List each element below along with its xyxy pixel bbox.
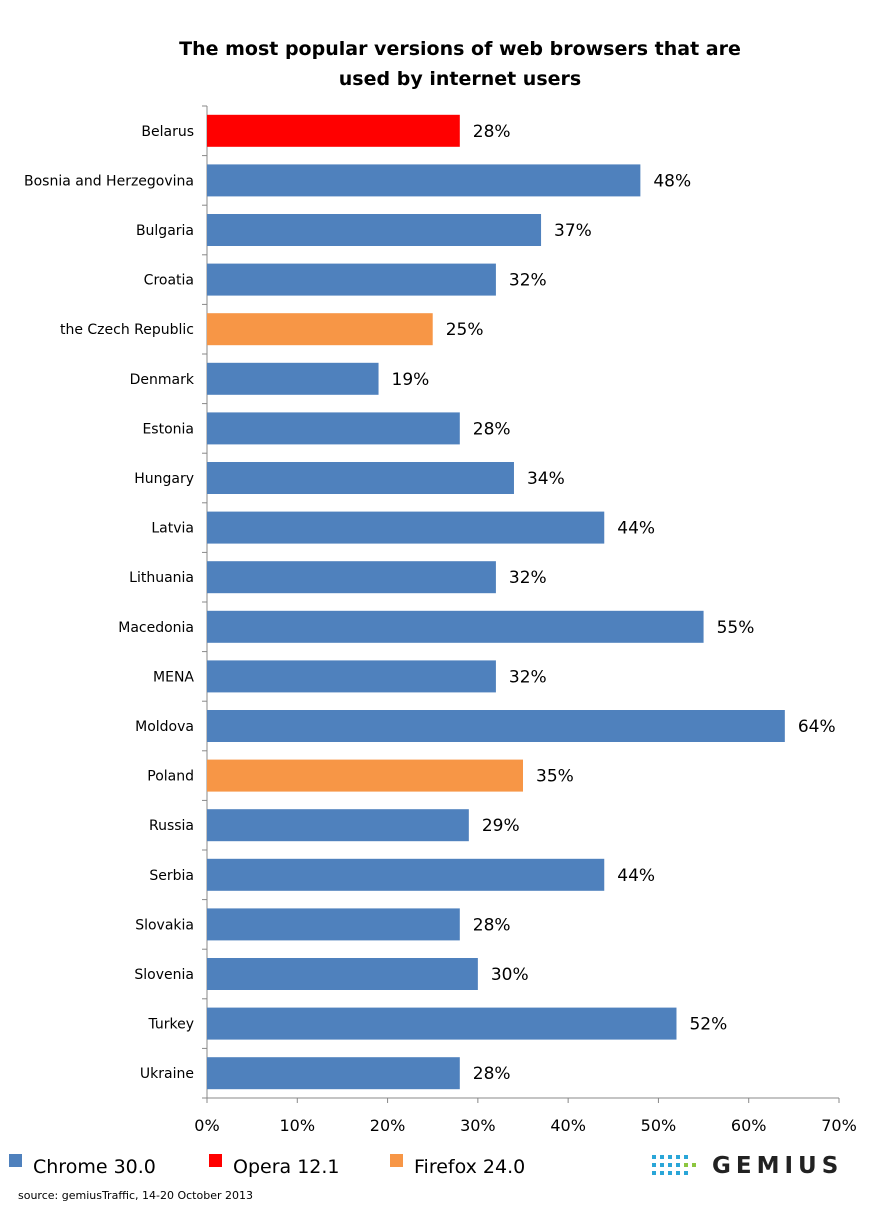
category-label: Serbia bbox=[149, 868, 194, 884]
data-label: 32% bbox=[509, 271, 547, 291]
chart-title-line-1: The most popular versions of web browser… bbox=[179, 38, 741, 60]
category-label: Poland bbox=[147, 769, 194, 785]
bar-macedonia bbox=[207, 610, 704, 643]
x-tick-label: 10% bbox=[280, 1116, 316, 1135]
category-label: Estonia bbox=[142, 421, 194, 437]
gemius-logo-text: GEMIUS bbox=[712, 1153, 844, 1179]
gemius-logo-dots-icon bbox=[652, 1155, 696, 1175]
bar-latvia bbox=[207, 511, 605, 544]
data-label: 48% bbox=[653, 171, 691, 191]
bar-croatia bbox=[207, 263, 496, 296]
bar-estonia bbox=[207, 412, 460, 445]
x-tick-label: 70% bbox=[821, 1116, 857, 1135]
bar-hungary bbox=[207, 462, 514, 494]
bar-moldova bbox=[207, 710, 785, 742]
bar-turkey bbox=[207, 1007, 677, 1040]
bar-slovenia bbox=[207, 958, 478, 990]
x-tick-label: 50% bbox=[641, 1116, 677, 1135]
category-label: Moldova bbox=[135, 719, 194, 735]
data-label: 37% bbox=[554, 221, 592, 241]
category-label: Russia bbox=[149, 818, 194, 834]
legend-swatch-opera bbox=[209, 1154, 222, 1167]
data-label: 44% bbox=[617, 519, 655, 539]
data-label: 35% bbox=[536, 767, 574, 787]
legend-label-firefox: Firefox 24.0 bbox=[414, 1156, 526, 1178]
legend-label-chrome: Chrome 30.0 bbox=[33, 1156, 156, 1178]
data-label: 28% bbox=[473, 1064, 511, 1084]
bar-poland bbox=[207, 759, 523, 792]
bar-bulgaria bbox=[207, 214, 542, 246]
x-tick-label: 60% bbox=[731, 1116, 767, 1135]
x-tick-label: 20% bbox=[370, 1116, 406, 1135]
category-label: Macedonia bbox=[118, 620, 194, 636]
bar-the-czech-republic bbox=[207, 313, 433, 346]
x-tick-label: 0% bbox=[194, 1116, 219, 1135]
category-label: Latvia bbox=[151, 521, 194, 537]
category-label: Turkey bbox=[147, 1017, 194, 1033]
bar-serbia bbox=[207, 858, 605, 891]
bar-bosnia-and-herzegovina bbox=[207, 164, 641, 197]
category-label: Bosnia and Herzegovina bbox=[24, 173, 194, 189]
bar-ukraine bbox=[207, 1057, 460, 1090]
data-label: 28% bbox=[473, 419, 511, 439]
bar-mena bbox=[207, 660, 496, 693]
data-label: 32% bbox=[509, 568, 547, 588]
data-label: 19% bbox=[392, 370, 430, 390]
category-label: Denmark bbox=[130, 372, 195, 388]
bar-chart: 0% 10% 20% 30% 40% 50% 60% 70% Belarus 28% Bosnia … bbox=[24, 105, 857, 1135]
x-tick-label: 30% bbox=[460, 1116, 496, 1135]
data-label: 34% bbox=[527, 469, 565, 489]
data-label: 28% bbox=[473, 122, 511, 142]
category-label: Croatia bbox=[144, 273, 194, 289]
chart-title: The most popular versions of web browser… bbox=[160, 34, 760, 94]
source-note: source: gemiusTraffic, 14-20 October 201… bbox=[18, 1189, 253, 1202]
category-label: Lithuania bbox=[129, 570, 194, 586]
data-label: 32% bbox=[509, 667, 547, 687]
bar-slovakia bbox=[207, 908, 460, 941]
data-label: 44% bbox=[617, 866, 655, 886]
data-label: 28% bbox=[473, 915, 511, 935]
category-label: Bulgaria bbox=[136, 223, 194, 239]
chart-title-line-2: used by internet users bbox=[338, 68, 582, 90]
category-label: Slovakia bbox=[135, 917, 194, 933]
data-label: 55% bbox=[717, 618, 755, 638]
category-label: the Czech Republic bbox=[60, 322, 194, 338]
category-label: MENA bbox=[153, 669, 194, 685]
category-label: Hungary bbox=[134, 471, 194, 487]
category-label: Ukraine bbox=[140, 1066, 194, 1082]
legend-swatch-chrome bbox=[9, 1154, 22, 1167]
data-label: 64% bbox=[798, 717, 836, 737]
bar-russia bbox=[207, 809, 469, 842]
gemius-logo: GEMIUS bbox=[650, 1150, 860, 1186]
category-label: Slovenia bbox=[134, 967, 194, 983]
data-label: 30% bbox=[491, 965, 529, 985]
data-label: 52% bbox=[689, 1015, 727, 1035]
bar-belarus bbox=[207, 114, 460, 147]
bar-denmark bbox=[207, 362, 379, 395]
bar-lithuania bbox=[207, 561, 496, 594]
data-label: 29% bbox=[482, 816, 520, 836]
category-label: Belarus bbox=[141, 124, 194, 140]
x-tick-label: 40% bbox=[550, 1116, 586, 1135]
data-label: 25% bbox=[446, 320, 484, 340]
legend-swatch-firefox bbox=[390, 1154, 403, 1167]
legend-label-opera: Opera 12.1 bbox=[233, 1156, 340, 1178]
